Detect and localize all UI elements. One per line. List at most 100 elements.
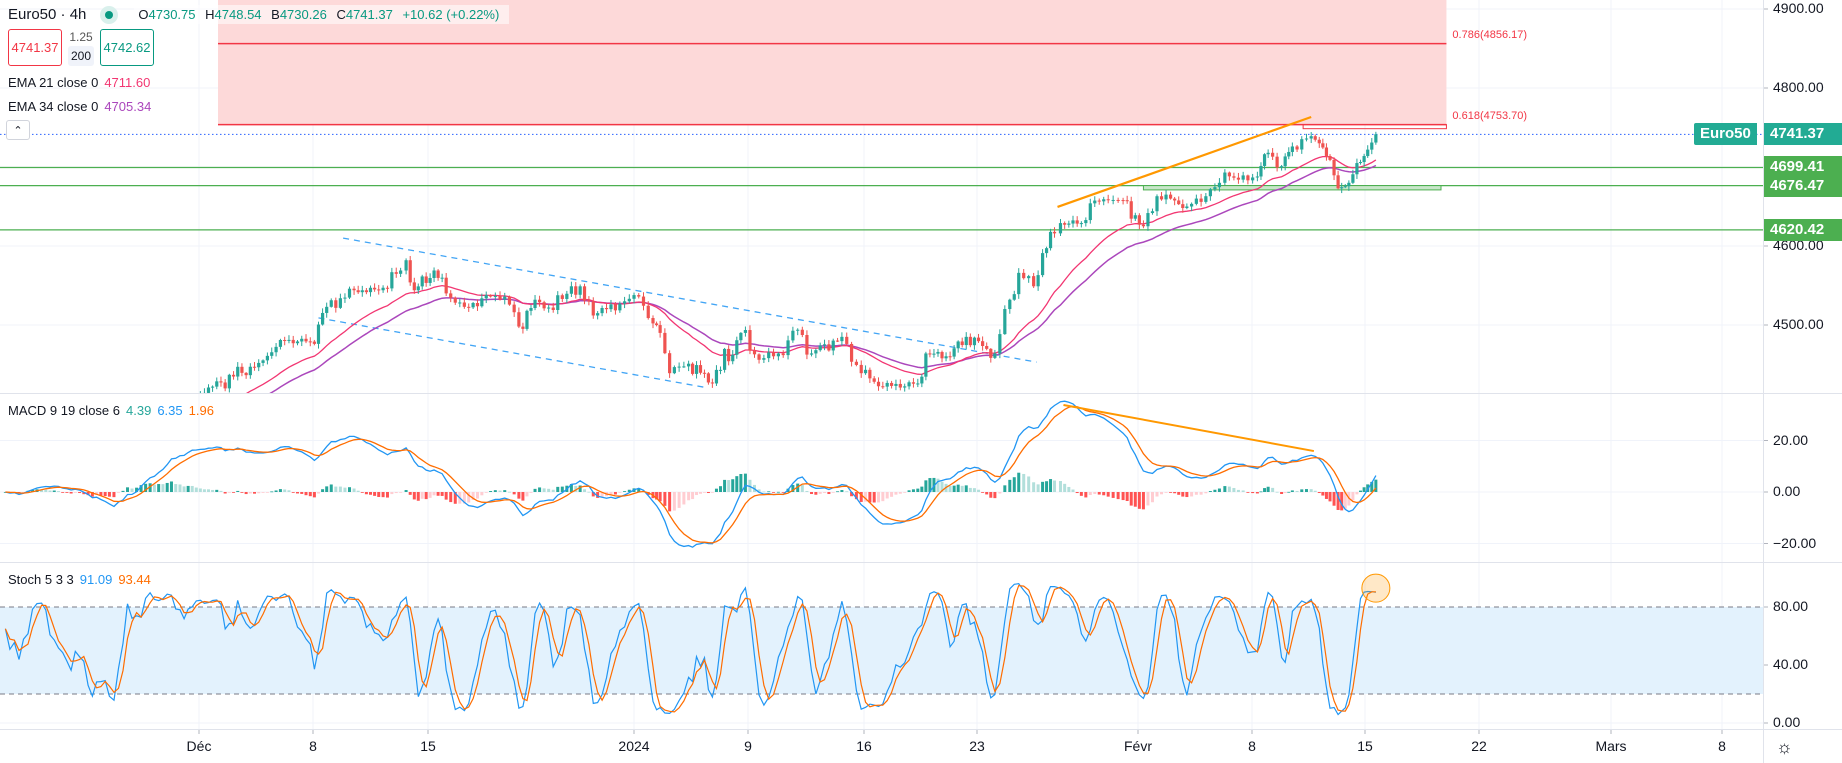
candle: [762, 354, 766, 364]
candle: [748, 325, 752, 355]
macd-histogram-bar: [714, 488, 718, 492]
candle: [714, 365, 719, 386]
candle: [920, 373, 924, 388]
stoch-pane[interactable]: [0, 573, 1763, 716]
candle-body: [569, 286, 573, 294]
candle: [1071, 215, 1075, 228]
level-price-tag[interactable]: 4699.41: [1764, 156, 1842, 179]
macd-histogram-bar: [73, 492, 77, 493]
macd-histogram-bar: [767, 491, 771, 493]
quantity-input[interactable]: 200: [67, 45, 95, 66]
macd-histogram-bar: [82, 492, 86, 495]
candle-body: [881, 386, 885, 388]
candle-body: [343, 297, 347, 299]
candle-body: [998, 334, 1002, 354]
stoch-axis-label: 80.00: [1773, 598, 1809, 614]
macd-histogram-bar: [521, 492, 525, 501]
candle-body: [1313, 136, 1317, 140]
candle-body: [529, 308, 533, 311]
macd-histogram-bar: [139, 485, 143, 492]
macd-histogram-bar: [1088, 492, 1092, 495]
candle: [1309, 132, 1313, 144]
macd-pane[interactable]: [3, 400, 1378, 548]
macd-histogram-bar: [916, 488, 920, 492]
candle-body: [338, 298, 342, 308]
sell-button[interactable]: 4741.37: [8, 29, 62, 66]
macd-histogram-bar: [1259, 491, 1263, 493]
macd-histogram-bar: [791, 485, 795, 492]
candle: [876, 377, 881, 391]
candle: [868, 367, 872, 383]
candle: [521, 322, 525, 334]
macd-histogram-bar: [312, 492, 316, 498]
sun-gear-icon[interactable]: ☼: [1776, 737, 1793, 757]
candle: [964, 332, 968, 350]
open-label: O: [138, 7, 149, 22]
candle: [157, 425, 160, 438]
candle: [1048, 228, 1053, 251]
macd-histogram-bar: [1049, 479, 1053, 492]
price-pane[interactable]: [0, 0, 1763, 476]
candle: [4, 450, 7, 460]
candle-body: [484, 295, 488, 299]
candle: [928, 349, 932, 358]
candle: [78, 443, 81, 455]
candle: [932, 348, 936, 358]
macd-histogram-bar: [257, 492, 261, 494]
candle-body: [1275, 156, 1279, 168]
candle: [658, 320, 662, 338]
macd-histogram-bar: [814, 492, 818, 495]
macd-histogram-bar: [989, 492, 993, 498]
macd-histogram-bar: [898, 492, 902, 494]
candle: [727, 345, 731, 366]
candle-body: [78, 447, 81, 451]
collapse-legend-button[interactable]: ⌃: [6, 120, 30, 140]
macd-legend[interactable]: MACD 9 19 close 6 4.39 6.35 1.96: [8, 403, 214, 418]
candle: [556, 291, 560, 315]
candle-body: [727, 348, 731, 362]
macd-histogram-bar: [103, 492, 107, 497]
macd-histogram-bar: [253, 492, 257, 494]
candle-body: [840, 336, 844, 342]
candle: [1063, 221, 1067, 229]
candle-body: [1366, 149, 1370, 157]
close-label: C: [336, 7, 346, 22]
candle: [771, 348, 776, 360]
macd-histogram-bar: [618, 492, 622, 493]
candle: [287, 335, 291, 344]
candle-body: [1155, 196, 1159, 212]
candle-body: [1208, 189, 1212, 197]
price-axis-label: 4500.00: [1773, 316, 1824, 332]
candle: [1232, 172, 1236, 181]
macd-histogram-bar: [1217, 488, 1221, 492]
candle: [1190, 202, 1194, 212]
macd-histogram-bar: [1351, 492, 1355, 501]
candle: [1194, 194, 1198, 206]
macd-histogram-bar: [810, 492, 814, 495]
ema34-legend[interactable]: EMA 34 close 0 4705.34: [8, 99, 151, 114]
candle-body: [600, 307, 604, 314]
stoch-legend[interactable]: Stoch 5 3 3 91.09 93.44: [8, 572, 151, 587]
candle-body: [236, 366, 240, 377]
macd-histogram-bar: [1071, 489, 1075, 492]
candle: [453, 296, 457, 305]
candle: [352, 286, 356, 295]
symbol-title[interactable]: Euro50 · 4h: [8, 6, 87, 23]
candle: [1106, 194, 1110, 204]
channel-upper-line: [343, 237, 1037, 363]
buy-button[interactable]: 4742.62: [100, 29, 154, 66]
level-price-tag[interactable]: 4676.47: [1764, 174, 1842, 197]
candle-body: [206, 387, 211, 393]
candle: [373, 283, 377, 292]
ema21-legend[interactable]: EMA 21 close 0 4711.60: [8, 75, 150, 90]
candle-body: [767, 352, 771, 359]
candle-body: [622, 301, 627, 304]
macd-histogram-bar: [99, 492, 103, 496]
candle: [356, 285, 360, 294]
candle: [467, 303, 471, 312]
level-price-tag[interactable]: 4620.42: [1764, 218, 1842, 241]
candle-body: [1343, 186, 1347, 188]
candle-body: [960, 341, 964, 346]
candle-body: [278, 340, 283, 347]
